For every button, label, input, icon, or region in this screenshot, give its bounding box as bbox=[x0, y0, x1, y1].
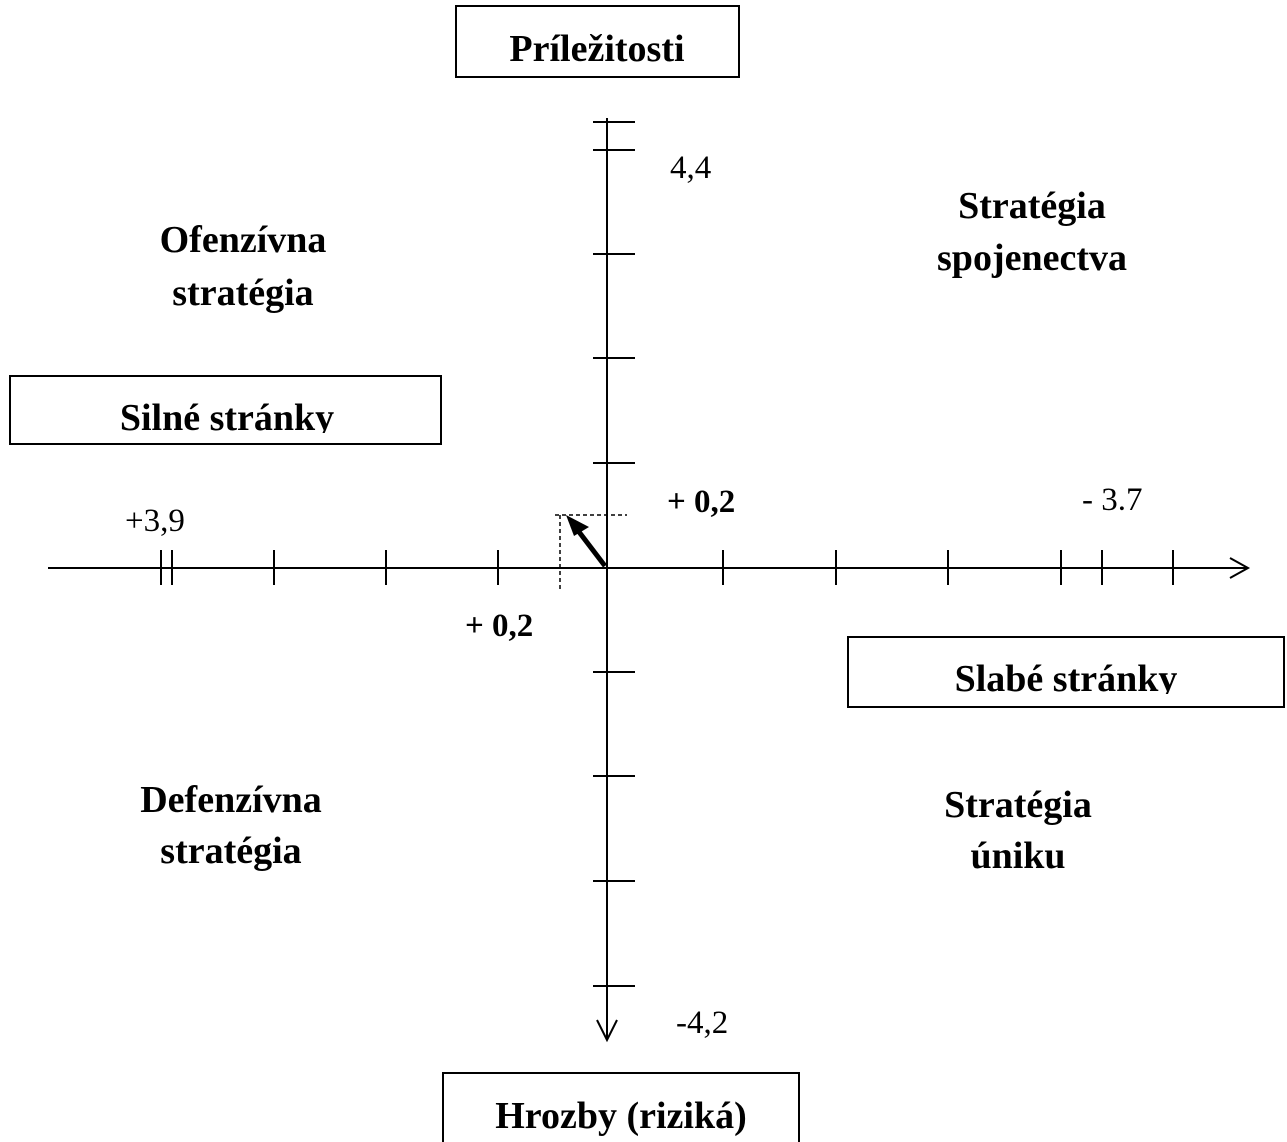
box-label: Hrozby (riziká) bbox=[495, 1095, 747, 1137]
box-label: Slabé stránky bbox=[955, 658, 1178, 700]
quadrant-label: Defenzívna bbox=[140, 779, 322, 821]
axis-label: - 3.7 bbox=[1082, 482, 1143, 518]
axis-label: + 0,2 bbox=[465, 608, 533, 644]
box-bottom bbox=[442, 1072, 800, 1142]
axis-label: 4,4 bbox=[670, 150, 711, 186]
ticks bbox=[160, 121, 1174, 987]
quadrant-label: úniku bbox=[970, 835, 1065, 877]
quadrant-label: Stratégia bbox=[944, 784, 1092, 826]
box-label: Silné stránky bbox=[120, 397, 334, 439]
quadrant-label: spojenectva bbox=[937, 237, 1127, 279]
axis-label: -4,2 bbox=[676, 1005, 728, 1041]
axis-label: + 0,2 bbox=[667, 484, 735, 520]
box-top bbox=[455, 5, 740, 78]
quadrant-label: Stratégia bbox=[958, 185, 1106, 227]
box-right bbox=[847, 636, 1285, 708]
quadrant-label: stratégia bbox=[172, 272, 313, 314]
axis-label: +3,9 bbox=[125, 503, 185, 539]
quadrant-label: stratégia bbox=[160, 830, 301, 872]
box-left bbox=[9, 375, 442, 445]
box-label: Príležitosti bbox=[509, 28, 684, 70]
axes bbox=[48, 118, 1251, 1043]
quadrant-label: Ofenzívna bbox=[160, 219, 327, 261]
position-marker bbox=[555, 514, 627, 590]
